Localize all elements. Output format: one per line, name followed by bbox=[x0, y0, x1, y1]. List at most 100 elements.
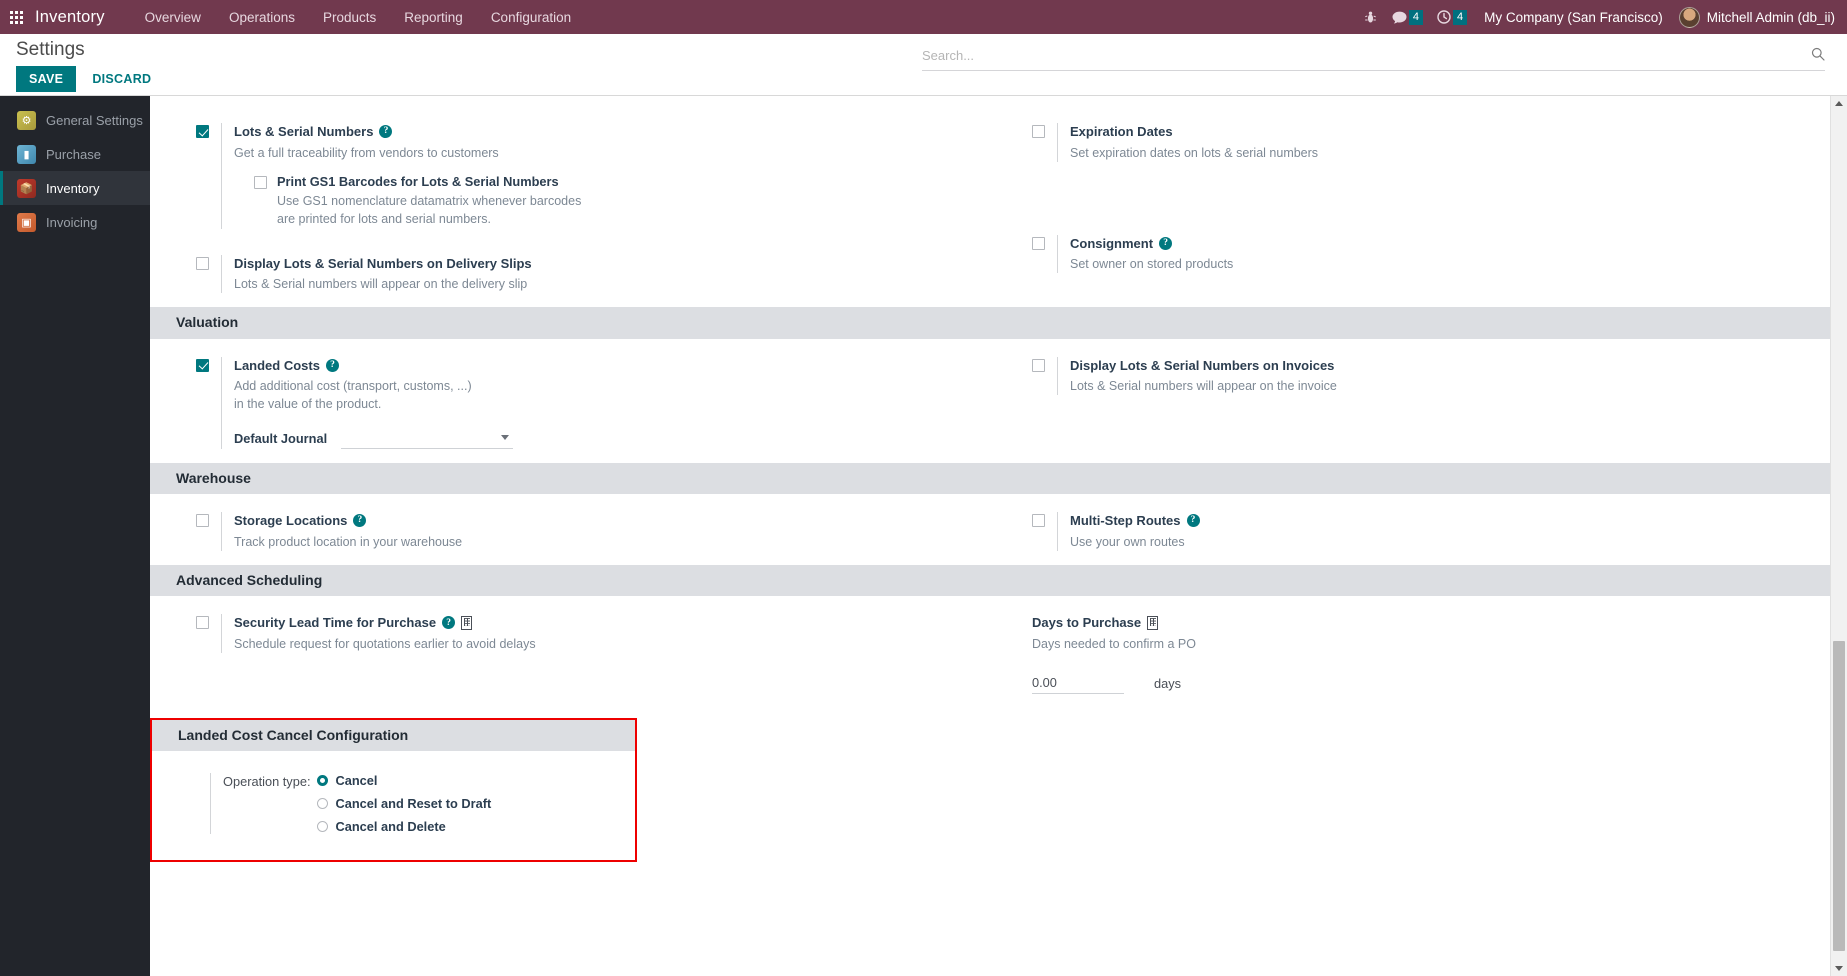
clock-icon bbox=[1437, 10, 1451, 24]
vertical-scrollbar[interactable] bbox=[1830, 96, 1847, 976]
setting-description: Lots & Serial numbers will appear on the… bbox=[234, 277, 528, 292]
setting-label-wrap: Expiration Dates bbox=[1070, 123, 1806, 141]
setting-storage-locations: Storage Locations ? Track product locati… bbox=[196, 512, 966, 551]
top-navbar: Inventory Overview Operations Products R… bbox=[0, 0, 1847, 34]
setting-text: Storage Locations ? Track product locati… bbox=[221, 512, 966, 551]
search-input[interactable] bbox=[922, 46, 1803, 65]
search-icon[interactable] bbox=[1803, 47, 1825, 64]
search-bar bbox=[922, 46, 1825, 71]
setting-description: Add additional cost (transport, customs,… bbox=[234, 379, 472, 412]
section-valuation: Landed Costs ? Add additional cost (tran… bbox=[150, 339, 1830, 463]
discard-button[interactable]: DISCARD bbox=[82, 66, 161, 92]
multi-step-routes-checkbox[interactable] bbox=[1032, 514, 1045, 528]
setting-label-wrap: Lots & Serial Numbers ? bbox=[234, 123, 966, 141]
scroll-up-arrow-icon[interactable] bbox=[1831, 96, 1847, 111]
setting-multi-step-routes: Multi-Step Routes ? Use your own routes bbox=[1032, 512, 1806, 551]
sidebar-item-purchase[interactable]: ▮ Purchase bbox=[0, 137, 150, 171]
section-header-landed-cost-cancel: Landed Cost Cancel Configuration bbox=[152, 719, 635, 752]
setting-description: Get a full traceability from vendors to … bbox=[234, 145, 499, 160]
sidebar-item-inventory[interactable]: 📦 Inventory bbox=[0, 171, 150, 205]
setting-description: Use your own routes bbox=[1070, 534, 1185, 549]
setting-label: Landed Costs bbox=[234, 357, 320, 373]
lots-serial-numbers-checkbox[interactable] bbox=[196, 125, 209, 138]
help-icon[interactable]: ? bbox=[353, 514, 367, 528]
help-icon[interactable]: ? bbox=[325, 358, 339, 372]
setting-label-wrap: Security Lead Time for Purchase ? bbox=[234, 614, 966, 632]
bug-icon[interactable] bbox=[1356, 11, 1385, 24]
radio-button[interactable] bbox=[316, 798, 328, 810]
user-name: Mitchell Admin (db_ii) bbox=[1706, 9, 1835, 25]
sidebar-item-label: Invoicing bbox=[46, 214, 98, 230]
company-icon[interactable] bbox=[1147, 615, 1159, 630]
sidebar-item-general-settings[interactable]: ⚙ General Settings bbox=[0, 103, 150, 137]
print-gs1-barcodes-checkbox[interactable] bbox=[254, 175, 267, 189]
setting-text: Display Lots & Serial Numbers on Invoice… bbox=[1057, 356, 1806, 396]
setting-label: Display Lots & Serial Numbers on Deliver… bbox=[234, 255, 532, 271]
sidebar-item-label: General Settings bbox=[46, 112, 143, 128]
box-icon: 📦 bbox=[17, 178, 36, 198]
radio-button[interactable] bbox=[316, 775, 328, 787]
section-advanced-scheduling: Security Lead Time for Purchase ? Schedu… bbox=[150, 596, 1830, 708]
help-icon[interactable]: ? bbox=[379, 125, 393, 139]
section-header-valuation: Valuation bbox=[150, 307, 1830, 339]
menu-item-products[interactable]: Products bbox=[322, 9, 377, 25]
messages-counter[interactable]: 4 bbox=[1385, 9, 1430, 25]
menu-item-reporting[interactable]: Reporting bbox=[404, 9, 463, 25]
company-icon[interactable] bbox=[461, 615, 473, 630]
setting-description: Track product location in your warehouse bbox=[234, 534, 463, 549]
settings-sidebar: ⚙ General Settings ▮ Purchase 📦 Inventor… bbox=[0, 96, 150, 976]
help-icon[interactable]: ? bbox=[1186, 514, 1200, 528]
days-unit-label: days bbox=[1154, 675, 1182, 691]
radio-option-cancel-reset-draft[interactable]: Cancel and Reset to Draft bbox=[316, 796, 491, 811]
setting-label-wrap: Multi-Step Routes ? bbox=[1070, 512, 1806, 530]
section-traceability: Lots & Serial Numbers ? Get a full trace… bbox=[150, 105, 1830, 307]
setting-expiration-dates: Expiration Dates Set expiration dates on… bbox=[1032, 123, 1806, 162]
setting-label-wrap: Display Lots & Serial Numbers on Deliver… bbox=[234, 255, 966, 273]
display-lots-invoices-checkbox[interactable] bbox=[1032, 358, 1045, 372]
activities-counter[interactable]: 4 bbox=[1430, 9, 1474, 25]
default-journal-select[interactable] bbox=[341, 429, 514, 449]
control-panel-buttons: SAVE DISCARD bbox=[16, 65, 161, 92]
gear-icon: ⚙ bbox=[17, 110, 36, 130]
save-button[interactable]: SAVE bbox=[16, 65, 77, 92]
setting-print-gs1-barcodes: Print GS1 Barcodes for Lots & Serial Num… bbox=[254, 174, 966, 229]
setting-text: Display Lots & Serial Numbers on Deliver… bbox=[221, 254, 966, 294]
storage-locations-checkbox[interactable] bbox=[196, 514, 209, 528]
radio-option-cancel[interactable]: Cancel bbox=[316, 773, 492, 789]
days-to-purchase-input[interactable] bbox=[1032, 672, 1124, 694]
radio-button[interactable] bbox=[316, 821, 328, 833]
radio-label: Cancel bbox=[335, 773, 378, 789]
setting-display-lots-invoices: Display Lots & Serial Numbers on Invoice… bbox=[1032, 356, 1806, 396]
display-lots-delivery-slips-checkbox[interactable] bbox=[196, 256, 209, 270]
credit-card-icon: ▮ bbox=[17, 144, 36, 164]
app-brand-inventory[interactable]: Inventory bbox=[35, 7, 105, 26]
company-switcher[interactable]: My Company (San Francisco) bbox=[1484, 9, 1663, 25]
security-lead-time-checkbox[interactable] bbox=[196, 616, 209, 630]
landed-cost-cancel-configuration-section: Landed Cost Cancel Configuration Operati… bbox=[150, 717, 637, 863]
user-menu[interactable]: Mitchell Admin (db_ii) bbox=[1673, 6, 1835, 28]
setting-text: Expiration Dates Set expiration dates on… bbox=[1057, 123, 1806, 162]
menu-item-overview[interactable]: Overview bbox=[144, 9, 201, 25]
setting-lots-serial-numbers: Lots & Serial Numbers ? Get a full trace… bbox=[196, 123, 966, 229]
sub-setting-label: Print GS1 Barcodes for Lots & Serial Num… bbox=[277, 173, 559, 189]
help-icon[interactable]: ? bbox=[442, 616, 456, 630]
setting-consignment: Consignment ? Set owner on stored produc… bbox=[1032, 234, 1806, 274]
menu-item-configuration[interactable]: Configuration bbox=[490, 9, 572, 25]
setting-label: Storage Locations bbox=[234, 513, 348, 529]
setting-label: Consignment bbox=[1070, 235, 1154, 251]
menu-item-operations[interactable]: Operations bbox=[228, 9, 295, 25]
landed-costs-checkbox[interactable] bbox=[196, 358, 209, 372]
apps-grid-icon[interactable] bbox=[10, 10, 23, 24]
help-icon[interactable]: ? bbox=[1159, 236, 1173, 250]
setting-label-wrap: Consignment ? bbox=[1070, 235, 1806, 253]
scroll-down-arrow-icon[interactable] bbox=[1831, 961, 1847, 976]
sidebar-item-invoicing[interactable]: ▣ Invoicing bbox=[0, 205, 150, 239]
consignment-checkbox[interactable] bbox=[1032, 236, 1045, 250]
setting-label-wrap: Storage Locations ? bbox=[234, 512, 966, 530]
radio-option-cancel-delete[interactable]: Cancel and Delete bbox=[316, 819, 492, 834]
expiration-dates-checkbox[interactable] bbox=[1032, 125, 1045, 138]
chat-bubble-icon bbox=[1392, 11, 1407, 23]
scrollbar-thumb[interactable] bbox=[1833, 641, 1845, 951]
setting-landed-costs: Landed Costs ? Add additional cost (tran… bbox=[196, 356, 966, 449]
setting-description: Lots & Serial numbers will appear on the… bbox=[1070, 379, 1337, 394]
